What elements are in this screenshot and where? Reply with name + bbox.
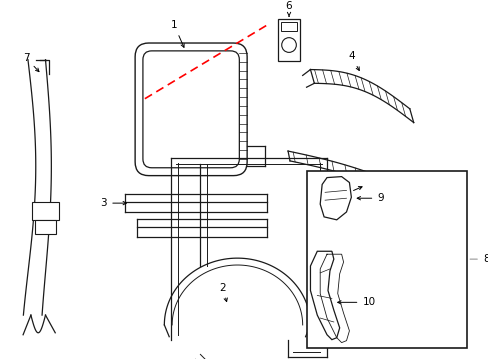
- Text: 4: 4: [347, 51, 359, 71]
- Text: 1: 1: [171, 20, 184, 47]
- Bar: [32, 202, 59, 220]
- Bar: [306, 171, 467, 347]
- Text: 10: 10: [337, 297, 375, 307]
- Bar: [35, 220, 56, 234]
- Polygon shape: [310, 251, 339, 340]
- Text: 3: 3: [101, 198, 126, 208]
- Text: 5: 5: [341, 186, 361, 199]
- Text: 8: 8: [469, 254, 488, 264]
- Text: 2: 2: [219, 283, 227, 302]
- Bar: [281, 22, 296, 31]
- Bar: [278, 19, 299, 61]
- Text: 9: 9: [356, 193, 383, 203]
- Text: 7: 7: [22, 53, 39, 72]
- Polygon shape: [320, 177, 351, 220]
- Text: 6: 6: [285, 1, 292, 16]
